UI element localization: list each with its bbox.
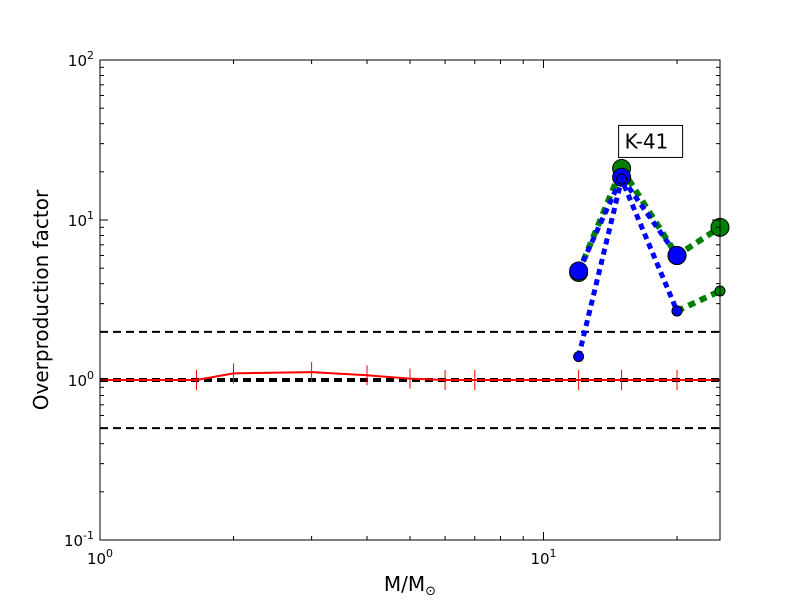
series-4-point-0 bbox=[573, 351, 585, 363]
x-axis-label: M/M⊙ bbox=[384, 572, 436, 599]
annotation-text-0: K-41 bbox=[625, 129, 669, 153]
series-3-point-0 bbox=[569, 261, 589, 281]
y-tick-label-2: 101 bbox=[68, 209, 94, 230]
y-tick-label-0: 10-1 bbox=[64, 529, 94, 550]
series-4-point-1 bbox=[616, 173, 628, 185]
y-tick-label-1: 100 bbox=[68, 369, 94, 390]
annotation-0: K-41 bbox=[618, 124, 684, 158]
series-2-line bbox=[675, 288, 722, 314]
series-0-line bbox=[100, 371, 720, 381]
series-3-point-2 bbox=[667, 245, 687, 265]
x-tick-label-1: 101 bbox=[530, 547, 556, 568]
annotations: K-41 bbox=[618, 124, 684, 158]
x-tick-label-0: 100 bbox=[87, 547, 113, 568]
series-3-line bbox=[576, 174, 680, 273]
y-axis-label: Overproduction factor bbox=[29, 189, 53, 410]
series-layer bbox=[99, 158, 730, 390]
plot-area bbox=[100, 60, 720, 540]
y-tick-label-3: 102 bbox=[68, 49, 94, 70]
annotation-box-0 bbox=[618, 124, 684, 158]
series-4-point-2 bbox=[671, 305, 683, 317]
axis-ticks bbox=[99, 59, 720, 541]
